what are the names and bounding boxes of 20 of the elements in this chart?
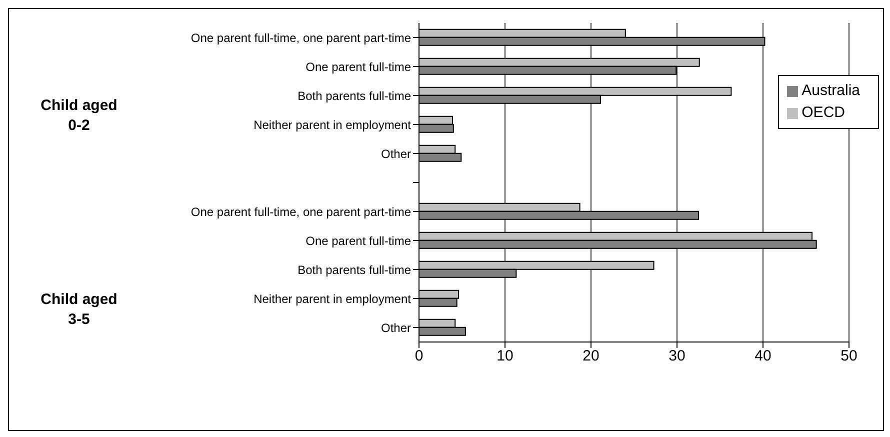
- y-tick-label: Both parents full-time: [298, 88, 412, 103]
- x-tick-label: 10: [496, 348, 514, 365]
- y-tick-label: One parent full-time: [306, 60, 412, 74]
- x-tick-label: 20: [582, 348, 600, 365]
- y-tick-label: Other: [380, 146, 411, 161]
- y-tick-label: Neither parent in employment: [254, 292, 412, 306]
- legend-label: OECD: [802, 104, 845, 121]
- y-tick-label: One parent full-time, one parent part-time: [190, 30, 412, 45]
- text: Child aged 0-2: [40, 96, 118, 136]
- y-tick-label: Both parents full-time: [298, 262, 412, 277]
- text: Child aged 3-5: [40, 290, 118, 330]
- x-tick-label: 40: [754, 348, 772, 365]
- x-tick-label: 0: [414, 348, 424, 365]
- x-tick-label: 50: [840, 348, 858, 365]
- y-tick-label: Other: [380, 320, 411, 335]
- y-tick-label: Neither parent in employment: [254, 118, 412, 132]
- x-tick-label: 30: [668, 348, 686, 365]
- legend-label: Australia: [802, 82, 860, 99]
- y-tick-label: One parent full-time, one parent part-time: [190, 204, 412, 219]
- y-tick-label: One parent full-time: [306, 234, 412, 248]
